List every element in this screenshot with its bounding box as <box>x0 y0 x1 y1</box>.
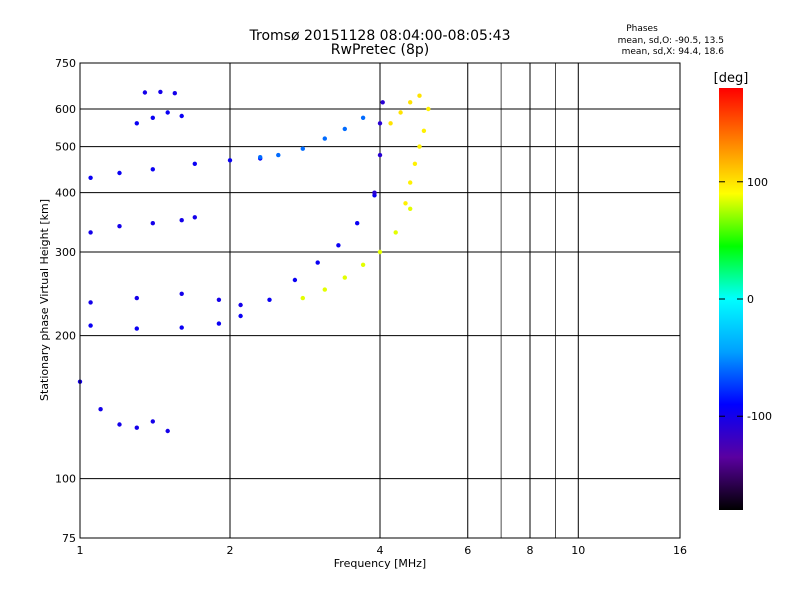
data-point <box>179 325 184 330</box>
data-point <box>150 221 155 226</box>
data-point <box>408 100 413 105</box>
data-point <box>88 230 93 235</box>
x-tick-label: 4 <box>377 544 384 557</box>
data-point <box>372 190 377 195</box>
colorbar-ticks: 100 0 -100 <box>719 176 772 423</box>
data-point <box>117 224 122 229</box>
data-point <box>315 260 320 265</box>
data-point <box>117 422 122 427</box>
x-tick-label: 8 <box>527 544 534 557</box>
data-point <box>300 146 305 151</box>
data-point <box>417 93 422 98</box>
phase-stats-title: Phases <box>626 24 658 34</box>
data-point <box>403 201 408 206</box>
y-tick-label: 750 <box>55 57 76 70</box>
data-point <box>342 126 347 132</box>
y-axis-label: Stationary phase Virtual Height [km] <box>38 199 51 401</box>
data-point <box>393 230 398 235</box>
data-point <box>88 300 93 305</box>
data-point <box>408 206 413 211</box>
data-point <box>216 297 222 302</box>
data-point <box>388 121 393 126</box>
data-point <box>377 249 383 255</box>
colorbar-tick-label: 100 <box>747 176 768 189</box>
data-point <box>336 243 341 248</box>
data-point <box>380 100 385 105</box>
data-point <box>165 428 170 434</box>
data-point <box>412 161 418 166</box>
data-point <box>267 297 272 302</box>
y-tick-label: 400 <box>55 187 76 200</box>
data-points <box>77 89 431 434</box>
data-point <box>355 221 360 226</box>
data-point <box>322 287 327 292</box>
colorbar-tick-label: -100 <box>747 410 772 423</box>
data-point <box>426 106 431 112</box>
data-point <box>88 323 93 328</box>
data-point <box>322 136 327 141</box>
data-point <box>192 215 197 220</box>
x-axis-label: Frequency [MHz] <box>334 557 426 570</box>
data-point <box>227 158 233 163</box>
data-point <box>398 110 403 115</box>
data-point <box>216 321 222 326</box>
y-tick-label: 100 <box>55 473 76 486</box>
data-point <box>134 326 139 331</box>
x-axis-ticks: 1 2 4 6 8 10 16 <box>77 544 688 557</box>
data-point <box>300 295 305 301</box>
data-point <box>342 275 347 280</box>
y-axis-ticks: 75 100 200 300 400 500 600 750 <box>55 57 76 545</box>
y-tick-label: 200 <box>55 330 76 343</box>
data-point <box>158 89 163 95</box>
data-point <box>258 155 263 160</box>
data-point <box>134 425 139 430</box>
data-point <box>98 407 103 412</box>
data-point <box>360 115 366 121</box>
y-tick-label: 600 <box>55 103 76 116</box>
chart-subtitle: RwPretec (8p) <box>331 42 429 58</box>
data-point <box>150 115 155 121</box>
x-tick-label: 10 <box>571 544 585 557</box>
x-tick-label: 16 <box>673 544 687 557</box>
colorbar-tick-label: 0 <box>747 293 754 306</box>
data-point <box>88 175 93 180</box>
data-point <box>134 121 139 126</box>
data-point <box>150 419 155 424</box>
data-point <box>408 180 413 185</box>
data-point <box>238 313 243 319</box>
data-point <box>134 295 139 301</box>
data-point <box>179 291 184 296</box>
data-point <box>142 90 148 95</box>
x-tick-label: 6 <box>464 544 471 557</box>
data-point <box>417 144 422 149</box>
x-tick-label: 1 <box>77 544 84 557</box>
x-tick-label: 2 <box>227 544 234 557</box>
data-point <box>179 113 184 119</box>
data-point <box>360 262 366 267</box>
data-point <box>238 302 243 308</box>
colorbar-label: [deg] <box>714 71 749 86</box>
data-point <box>421 128 427 133</box>
y-tick-label: 75 <box>62 532 76 545</box>
data-point <box>377 152 383 158</box>
data-point <box>377 121 383 126</box>
data-point <box>117 170 122 176</box>
data-point <box>165 110 170 115</box>
chart-title: Tromsø 20151128 08:04:00-08:05:43 <box>249 28 511 44</box>
y-tick-label: 300 <box>55 246 76 259</box>
data-point <box>276 152 281 158</box>
data-point <box>292 277 298 283</box>
data-point <box>172 91 177 96</box>
phase-stats-x: mean, sd,X: 94.4, 18.6 <box>622 47 725 57</box>
plot-frame <box>79 62 681 539</box>
phase-stats-o: mean, sd,O: -90.5, 13.5 <box>618 36 724 46</box>
y-tick-label: 500 <box>55 141 76 154</box>
grid-lines <box>80 63 680 538</box>
data-point <box>150 167 155 172</box>
data-point <box>192 161 197 166</box>
data-point <box>179 218 184 223</box>
